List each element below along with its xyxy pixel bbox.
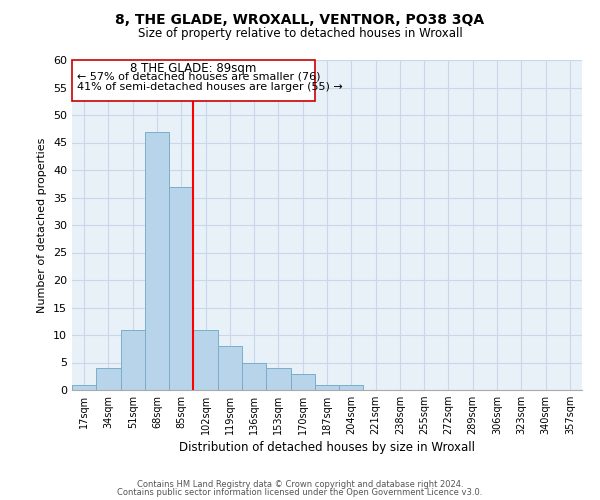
Bar: [96, 368, 121, 390]
Bar: [266, 368, 290, 390]
Text: Size of property relative to detached houses in Wroxall: Size of property relative to detached ho…: [137, 28, 463, 40]
Bar: [121, 330, 145, 390]
Bar: [145, 132, 169, 390]
Text: 8, THE GLADE, WROXALL, VENTNOR, PO38 3QA: 8, THE GLADE, WROXALL, VENTNOR, PO38 3QA: [115, 12, 485, 26]
Text: Contains HM Land Registry data © Crown copyright and database right 2024.: Contains HM Land Registry data © Crown c…: [137, 480, 463, 489]
Text: 41% of semi-detached houses are larger (55) →: 41% of semi-detached houses are larger (…: [77, 82, 343, 92]
Bar: [72, 384, 96, 390]
Bar: [339, 384, 364, 390]
Text: ← 57% of detached houses are smaller (76): ← 57% of detached houses are smaller (76…: [77, 72, 320, 82]
Bar: [315, 384, 339, 390]
Bar: [290, 374, 315, 390]
Y-axis label: Number of detached properties: Number of detached properties: [37, 138, 47, 312]
Text: 8 THE GLADE: 89sqm: 8 THE GLADE: 89sqm: [130, 62, 257, 74]
Bar: [242, 362, 266, 390]
Bar: [218, 346, 242, 390]
Bar: [169, 186, 193, 390]
FancyBboxPatch shape: [72, 60, 315, 101]
X-axis label: Distribution of detached houses by size in Wroxall: Distribution of detached houses by size …: [179, 442, 475, 454]
Bar: [193, 330, 218, 390]
Text: Contains public sector information licensed under the Open Government Licence v3: Contains public sector information licen…: [118, 488, 482, 497]
